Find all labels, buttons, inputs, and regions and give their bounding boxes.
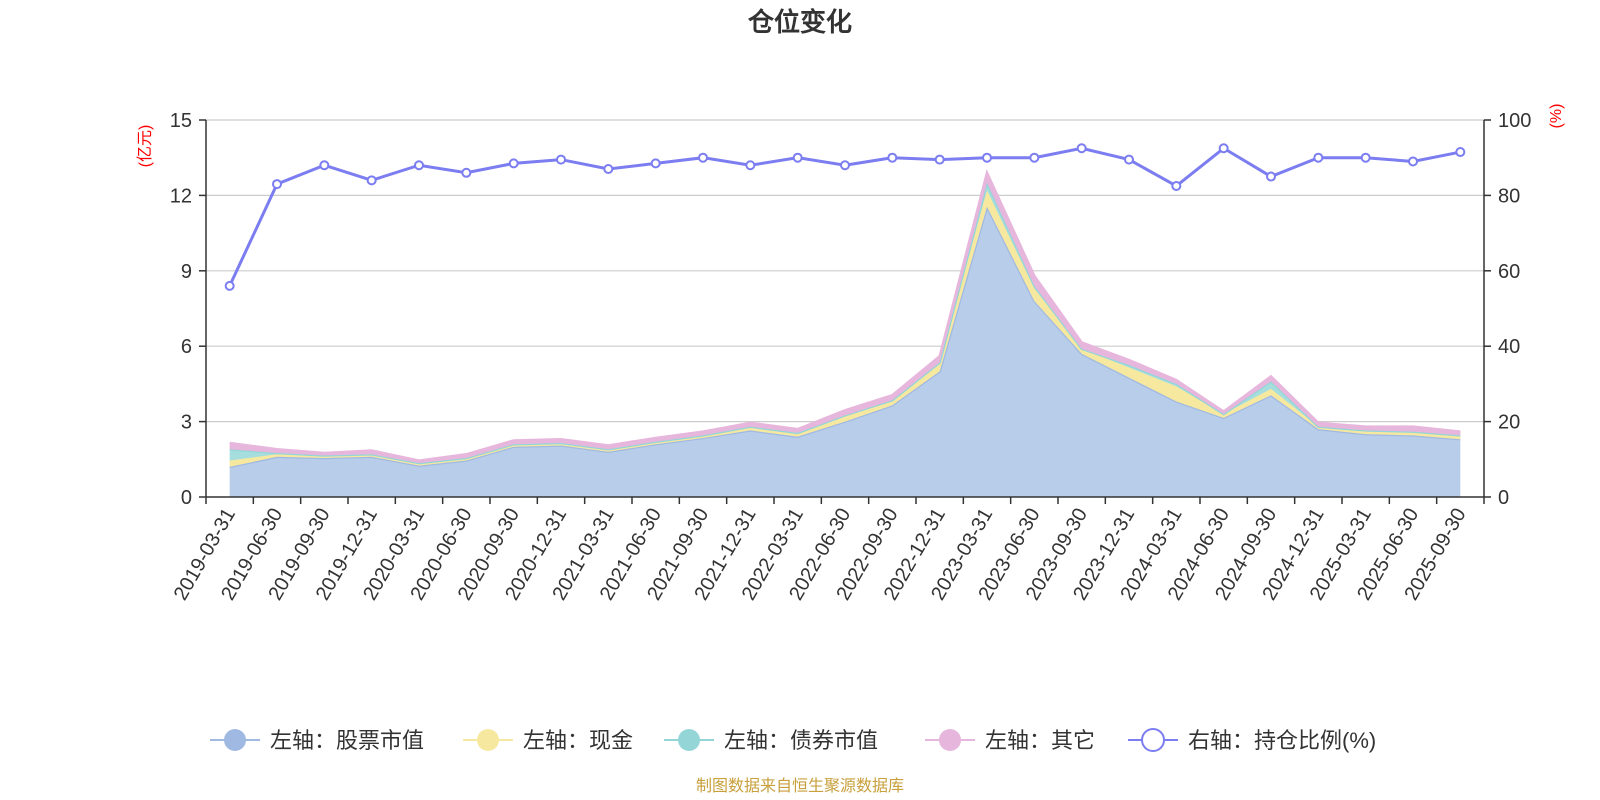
holding-ratio-line — [224, 143, 1466, 291]
legend-label: 左轴：现金 — [523, 728, 633, 753]
holding-ratio-point — [1360, 152, 1371, 163]
holding-ratio-point — [508, 158, 519, 169]
right-axis-tick-label: 60 — [1498, 261, 1520, 283]
area-series-edge-4 — [229, 169, 1461, 462]
legend-label: 左轴：债券市值 — [724, 728, 878, 753]
holding-ratio-point — [650, 158, 661, 169]
holding-ratio-point — [698, 152, 708, 163]
holding-ratio-point — [982, 152, 992, 163]
holding-ratio-point — [556, 154, 566, 165]
holding-ratio-point — [1408, 156, 1418, 167]
stacked-areas — [229, 169, 1461, 497]
legend-circle-marker — [939, 729, 961, 751]
holding-ratio-point — [272, 179, 282, 190]
legend-label: 右轴：持仓比例(%) — [1188, 728, 1376, 753]
holding-ratio-point — [414, 160, 424, 171]
holding-ratio-point — [603, 164, 614, 175]
holding-ratio-point — [792, 152, 803, 163]
right-axis-tick-label: 80 — [1498, 185, 1520, 207]
legend-label: 左轴：其它 — [985, 728, 1095, 753]
holding-ratio-point — [1171, 180, 1182, 191]
legend-label: 左轴：股票市值 — [270, 728, 424, 753]
right-axis-tick-label: 20 — [1498, 412, 1520, 434]
legend-circle-marker — [1141, 728, 1165, 752]
holding-ratio-point — [1076, 143, 1087, 154]
holding-ratio-point — [366, 175, 377, 186]
holding-ratio-point — [1266, 171, 1276, 182]
left-axis-tick-label: 9 — [181, 261, 192, 283]
holding-ratio-point — [1218, 143, 1229, 154]
holding-ratio-point — [1124, 154, 1134, 165]
left-axis-unit: (亿元) — [136, 125, 154, 168]
holding-ratio-point — [934, 154, 945, 165]
left-axis-tick-label: 12 — [170, 185, 192, 207]
left-axis-tick-label: 3 — [181, 412, 192, 434]
left-axis-tick-label: 0 — [181, 487, 192, 509]
chart-title: 仓位变化 — [747, 7, 852, 37]
holding-ratio-point — [319, 160, 330, 171]
left-axis-tick-label: 15 — [170, 110, 192, 132]
legend: 左轴：股票市值 左轴：现金 左轴：债券市值 左轴：其它 右轴：持仓比例(%) — [210, 728, 1376, 753]
right-axis-unit: (%) — [1548, 104, 1565, 129]
holding-ratio-point — [224, 280, 235, 291]
right-axis-tick-label: 0 — [1498, 487, 1509, 509]
right-axis-tick-label: 100 — [1498, 110, 1531, 132]
legend-circle-marker — [678, 729, 700, 751]
data-source-note: 制图数据来自恒生聚源数据库 — [696, 777, 904, 795]
area-series-1 — [229, 206, 1461, 497]
legend-circle-marker — [477, 729, 499, 751]
right-axis-tick-label: 40 — [1498, 336, 1520, 358]
legend-circle-marker — [224, 729, 246, 751]
holding-ratio-point — [461, 167, 472, 178]
holding-ratio-point — [1313, 152, 1324, 163]
holding-ratio-point — [887, 152, 898, 163]
holding-ratio-point — [840, 160, 850, 171]
holding-ratio-point — [1455, 147, 1466, 158]
holding-ratio-point — [745, 160, 756, 171]
holding-ratio-point — [1029, 152, 1040, 163]
left-axis-tick-label: 6 — [181, 336, 192, 358]
